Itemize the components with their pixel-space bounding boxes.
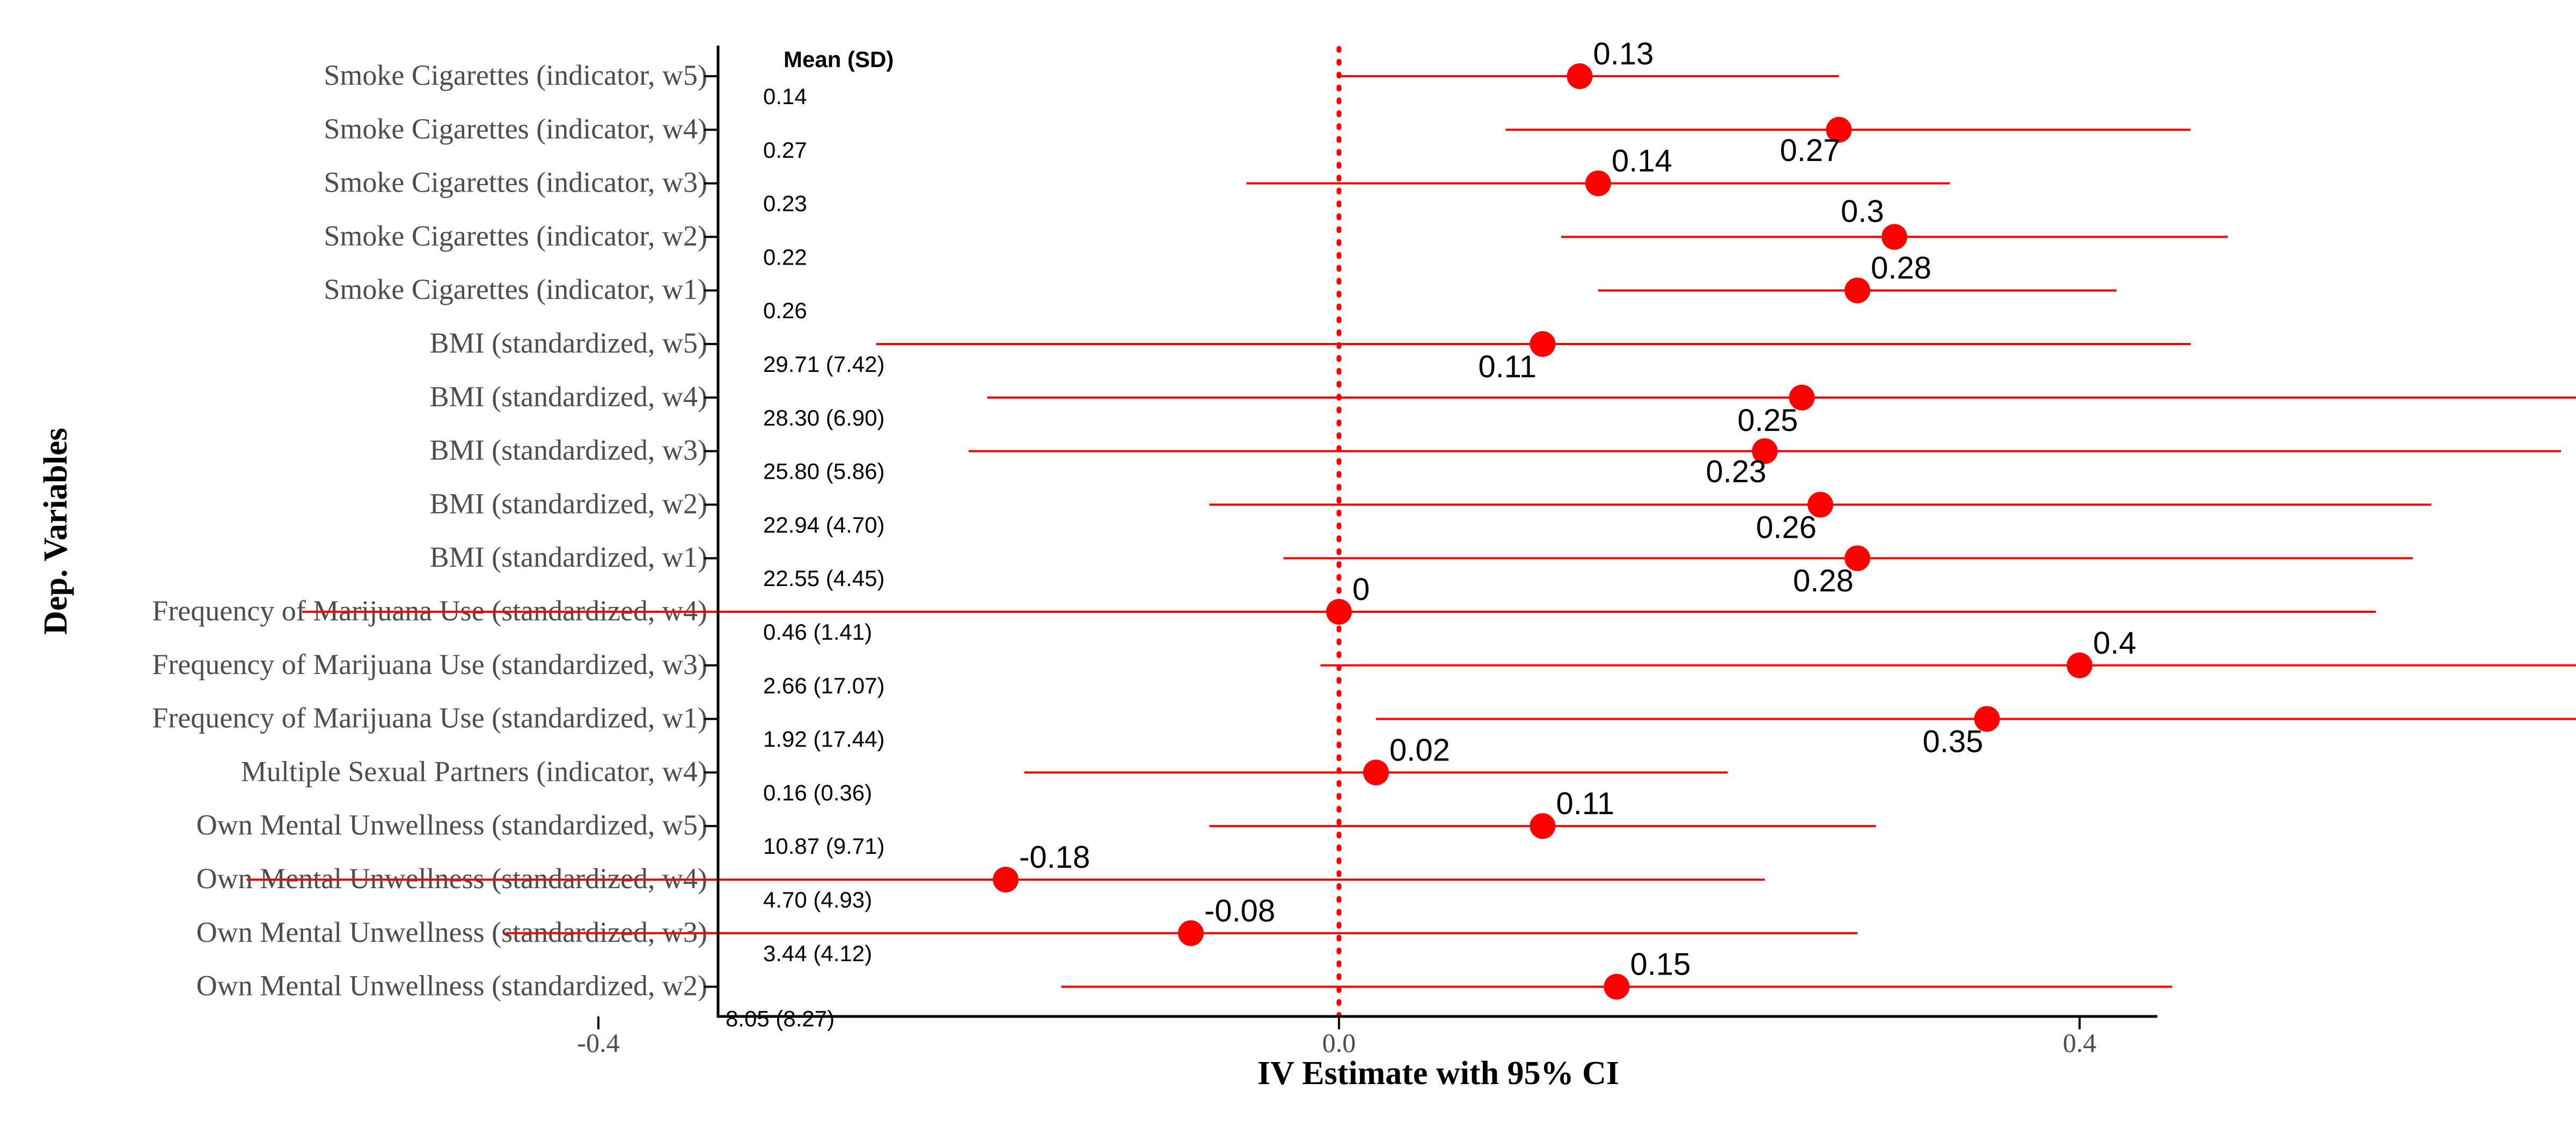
estimate-point (1752, 438, 1778, 464)
row-label: Multiple Sexual Partners (indicator, w4) (241, 755, 707, 787)
forest-row: Frequency of Marijuana Use (standardized… (152, 572, 2376, 645)
mean-sd-value: 4.70 (4.93) (763, 887, 872, 912)
row-label: BMI (standardized, w1) (430, 541, 707, 573)
row-label: BMI (standardized, w3) (430, 434, 707, 466)
forest-row: Frequency of Marijuana Use (standardized… (152, 626, 2576, 698)
estimate-label: 0 (1352, 572, 1370, 607)
row-label: Smoke Cigarettes (indicator, w2) (324, 219, 707, 252)
row-label: Frequency of Marijuana Use (standardized… (152, 648, 707, 680)
row-label: Smoke Cigarettes (indicator, w4) (324, 113, 707, 145)
forest-row: Own Mental Unwellness (standardized, w5)… (196, 786, 1876, 859)
estimate-label: 0.13 (1593, 36, 1654, 71)
row-label: BMI (standardized, w2) (430, 487, 707, 519)
row-label: Smoke Cigarettes (indicator, w3) (324, 166, 707, 199)
estimate-label: -0.18 (1019, 840, 1090, 875)
mean-sd-value: 0.46 (1.41) (763, 619, 872, 645)
estimate-label: 0.3 (1841, 194, 1884, 229)
row-label: Frequency of Marijuana Use (standardized… (152, 702, 707, 734)
forest-row: BMI (standardized, w5) 29.71 (7.42) 0.11 (430, 327, 2191, 384)
estimate-label: 0.35 (1923, 724, 1984, 759)
x-tick-label: 0.4 (2063, 1028, 2097, 1058)
mean-sd-value: 29.71 (7.42) (763, 352, 885, 377)
estimate-label: 0.11 (1556, 786, 1615, 821)
row-label: Own Mental Unwellness (standardized, w2) (196, 970, 707, 1002)
estimate-point (1363, 759, 1389, 786)
mean-sd-value: 3.44 (4.12) (763, 941, 872, 966)
forest-row: Smoke Cigarettes (indicator, w1) 0.26 0.28 (324, 251, 2117, 323)
mean-sd-value: 0.26 (763, 298, 807, 323)
forest-row: Frequency of Marijuana Use (standardized… (152, 702, 2576, 759)
mean-sd-value: 0.27 (763, 137, 807, 163)
estimate-point (1807, 492, 1833, 518)
estimate-label: 0.28 (1871, 251, 1931, 286)
x-ticks: -0.40.00.40.8 (577, 1016, 2097, 1058)
forest-row: Own Mental Unwellness (standardized, w3)… (196, 894, 1857, 966)
forest-row: BMI (standardized, w1) 22.55 (4.45) 0.28 (430, 541, 2413, 598)
estimate-point (2067, 652, 2092, 678)
forest-row: Own Mental Unwellness (standardized, w2)… (196, 947, 2172, 1031)
estimate-point (1789, 384, 1815, 411)
forest-row: BMI (standardized, w3) 25.80 (5.86) 0.23 (430, 434, 2561, 489)
mean-sd-value: 0.16 (0.36) (763, 780, 872, 805)
row-label: Smoke Cigarettes (indicator, w1) (324, 273, 707, 305)
estimate-point (1567, 63, 1593, 89)
estimate-label: 0.26 (1756, 510, 1817, 545)
estimate-label: -0.08 (1204, 894, 1275, 928)
forest-row: Smoke Cigarettes (indicator, w5) 0.14 0.13 (324, 36, 1839, 109)
estimate-point (1178, 920, 1204, 946)
estimate-label: 0.15 (1630, 947, 1691, 982)
forest-row: BMI (standardized, w4) 28.30 (6.90) 0.25 (430, 380, 2576, 438)
estimate-point (993, 867, 1019, 892)
forest-row: Smoke Cigarettes (indicator, w3) 0.23 0.14 (324, 144, 1950, 216)
mean-sd-value: 22.94 (4.70) (763, 512, 885, 537)
x-axis-label: IV Estimate with 95% CI (1257, 1055, 1619, 1092)
estimate-label: 0.11 (1479, 349, 1537, 384)
mean-sd-value: 10.87 (9.71) (763, 833, 885, 859)
estimate-point (1529, 331, 1556, 357)
estimate-point (1585, 170, 1611, 196)
forest-row: Smoke Cigarettes (indicator, w2) 0.22 0.3 (324, 194, 2228, 269)
mean-sd-value: 2.66 (17.07) (763, 673, 885, 698)
estimate-label: 0.02 (1389, 733, 1450, 767)
mean-sd-value: 0.14 (763, 84, 807, 109)
estimate-point (1845, 277, 1870, 304)
estimate-point (1974, 706, 2000, 732)
estimate-point (1882, 224, 1907, 250)
mean-sd-value: 22.55 (4.45) (763, 566, 885, 591)
row-label: Smoke Cigarettes (indicator, w5) (324, 59, 707, 91)
row-label: Own Mental Unwellness (standardized, w5) (196, 809, 707, 841)
x-tick-label: 0.0 (1322, 1028, 1356, 1058)
estimate-point (1845, 545, 1870, 572)
forest-row: Smoke Cigarettes (indicator, w4) 0.27 0.27 (324, 113, 2191, 168)
estimate-label: 0.23 (1706, 455, 1767, 489)
estimate-point (1529, 813, 1556, 839)
mean-sd-value: 1.92 (17.44) (763, 727, 885, 752)
estimate-label: 0.4 (2093, 626, 2136, 661)
estimate-point (1826, 116, 1852, 143)
estimate-label: 0.25 (1738, 403, 1798, 438)
estimate-label: 0.27 (1780, 133, 1841, 168)
x-tick-label: -0.4 (577, 1028, 619, 1058)
mean-sd-value: 28.30 (6.90) (763, 405, 885, 430)
forest-row: BMI (standardized, w2) 22.94 (4.70) 0.26 (430, 487, 2432, 545)
mean-sd-value: 25.80 (5.86) (763, 459, 885, 484)
estimate-label: 0.14 (1612, 144, 1672, 179)
y-axis-title: Dep. Variables (38, 428, 74, 635)
mean-sd-value: 0.23 (763, 191, 807, 216)
mean-sd-header: Mean (SD) (784, 47, 894, 72)
estimate-point (1604, 974, 1630, 1000)
y-axis-label: Dep. Variables (38, 428, 74, 635)
forest-row: Own Mental Unwellness (standardized, w4)… (196, 840, 1765, 912)
forest-row: Multiple Sexual Partners (indicator, w4)… (241, 733, 1728, 805)
mean-sd-value: 0.22 (763, 244, 807, 269)
mean-sd-value: 8.05 (8.27) (726, 1006, 835, 1031)
rows: Smoke Cigarettes (indicator, w5) 0.14 0.13… (152, 36, 2576, 1031)
estimate-label: 0.28 (1793, 564, 1854, 598)
row-label: BMI (standardized, w5) (430, 327, 707, 359)
row-label: BMI (standardized, w4) (430, 380, 707, 413)
estimate-point (1326, 599, 1352, 625)
